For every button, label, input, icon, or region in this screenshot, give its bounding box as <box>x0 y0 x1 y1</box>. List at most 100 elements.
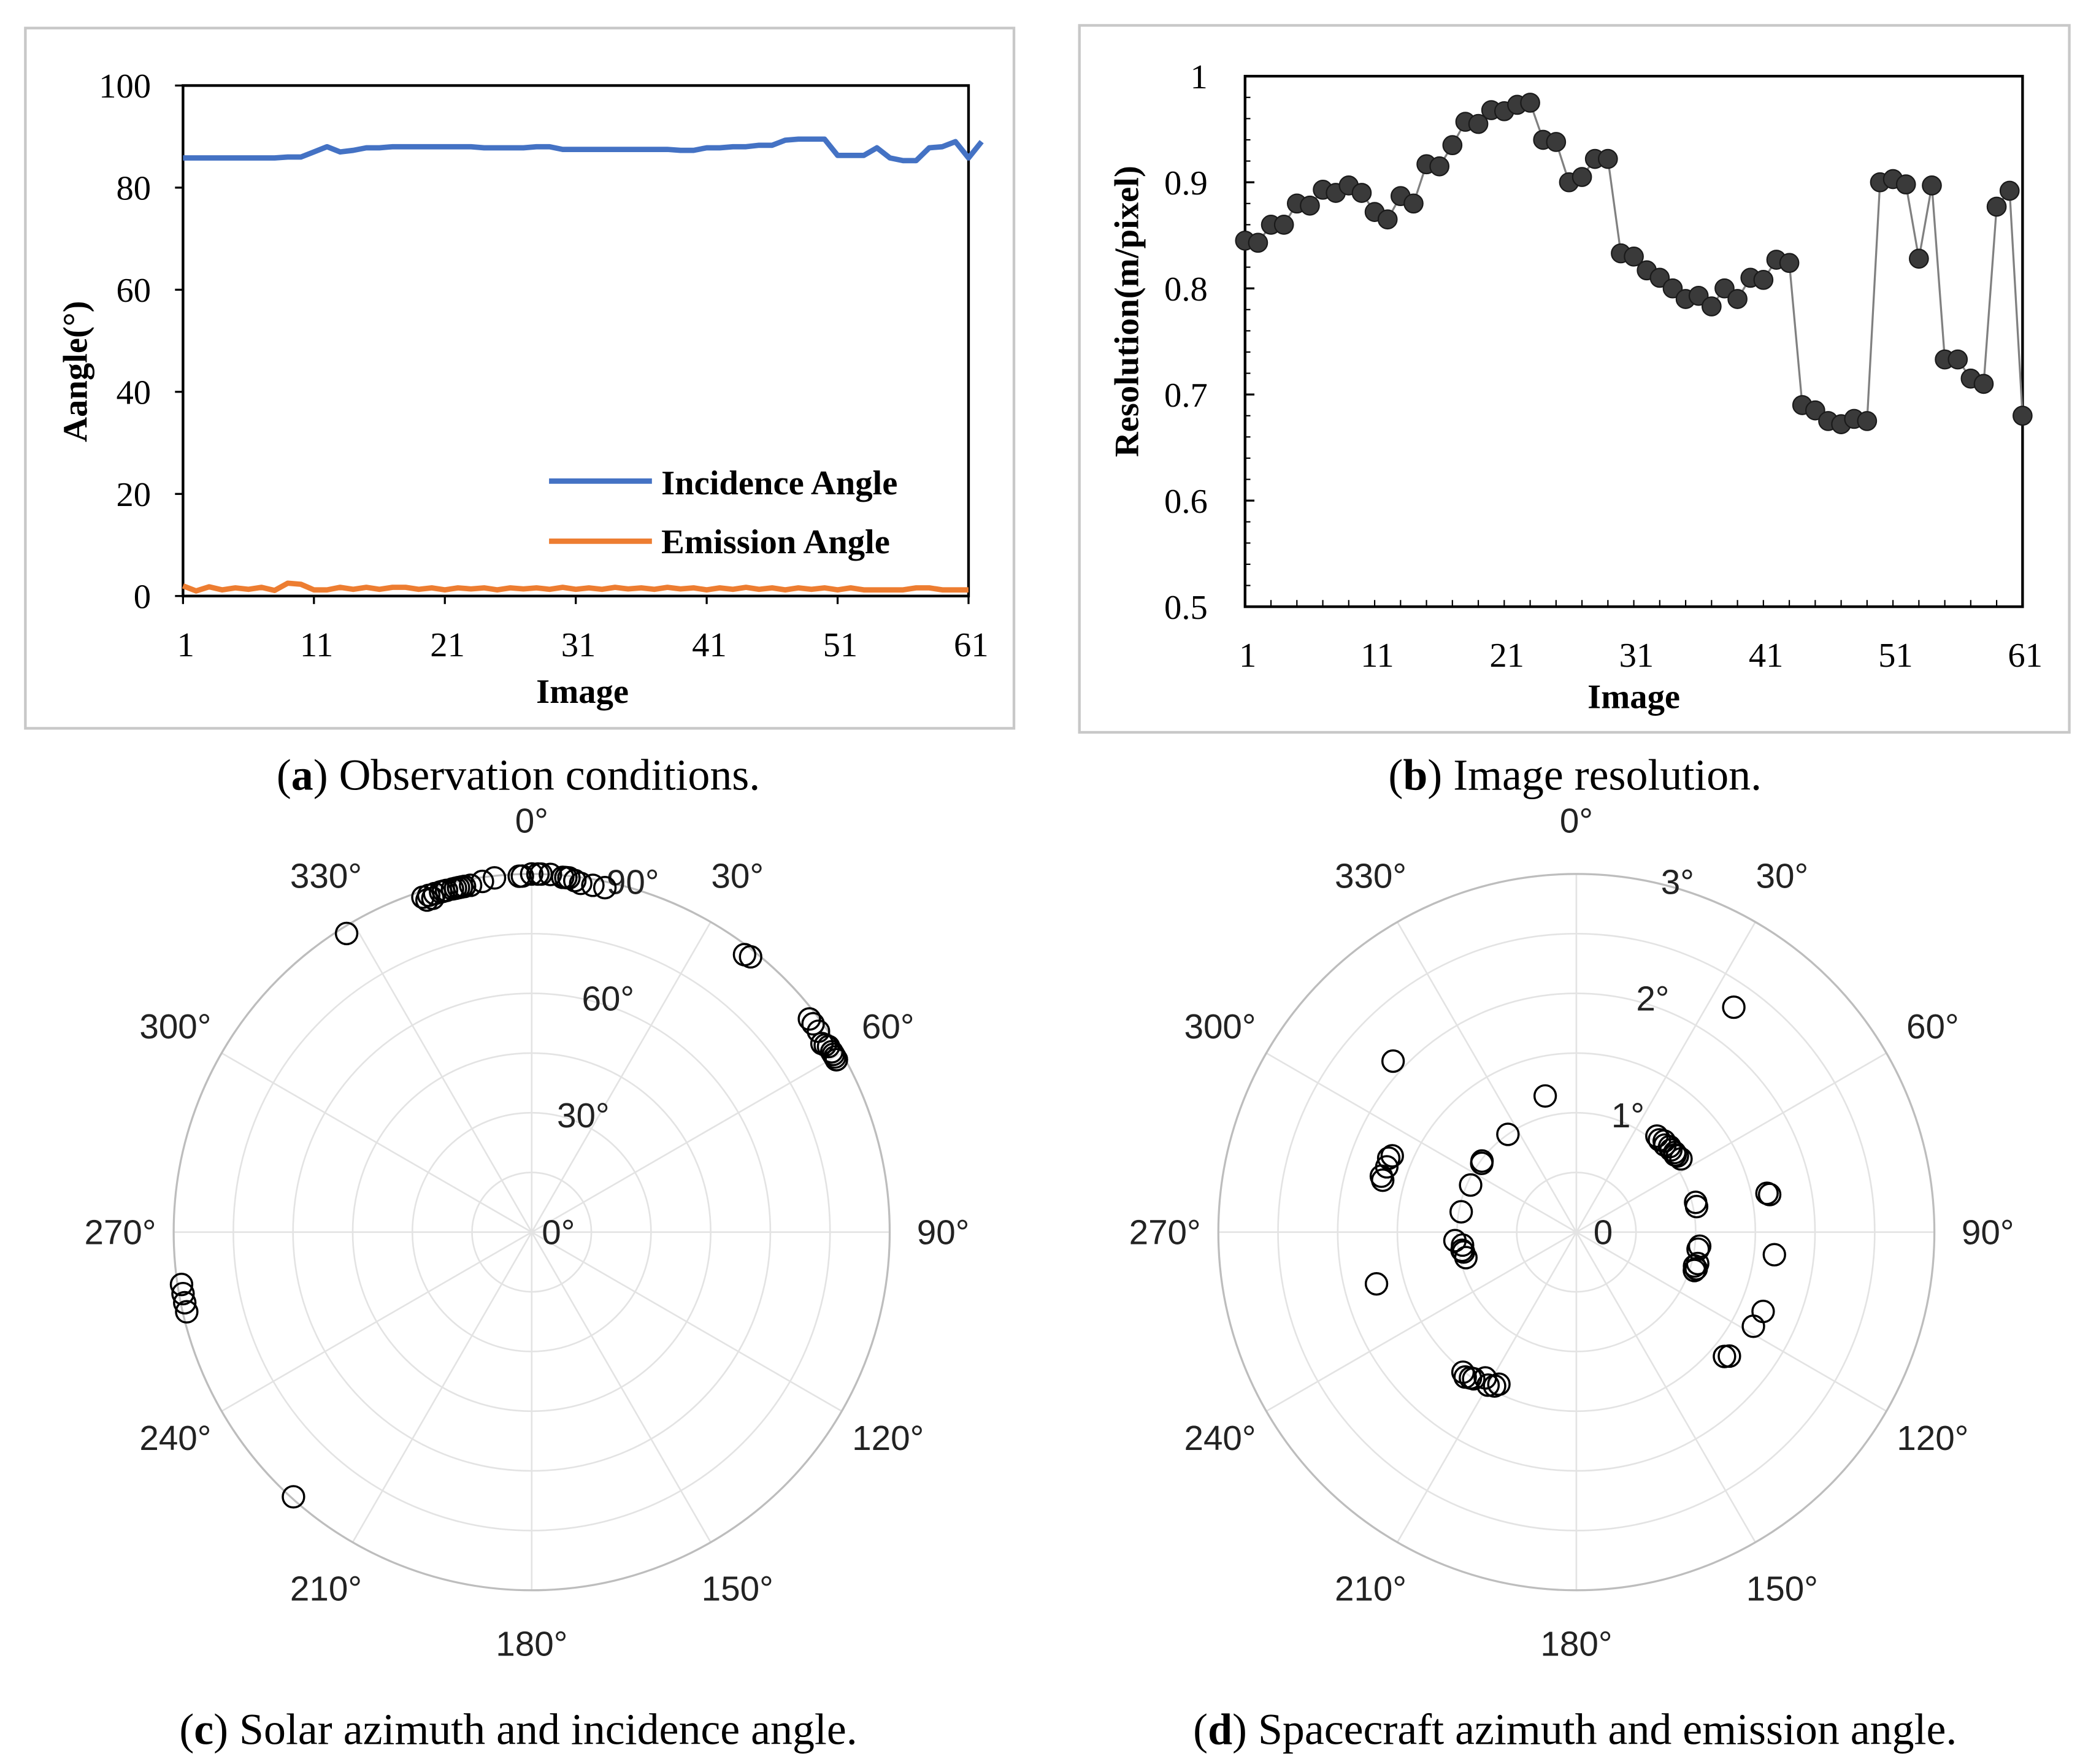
resolution-point <box>1727 289 1748 309</box>
panel-a-caption-text: Observation conditions. <box>339 751 761 800</box>
data-point <box>1741 1314 1765 1338</box>
panel-a-x-axis-label: Image <box>536 673 629 711</box>
data-point <box>1683 1259 1706 1283</box>
panel-c-solar-polar: 0° 30° 60° 90° 120° 150° 180° 210° 240° 270° 300° 3… <box>84 802 969 1663</box>
data-point <box>334 921 359 946</box>
panel-b-y-axis-label: Resolution(m/pixel) <box>1108 166 1146 457</box>
a-x-tick-label: 1 <box>177 626 194 664</box>
resolution-point <box>1649 267 1670 288</box>
panel-a-caption: (a) Observation conditions. <box>277 751 760 800</box>
b-x-tick-label: 1 <box>1239 637 1256 675</box>
data-point <box>581 873 605 897</box>
resolution-point <box>1701 296 1722 316</box>
resolution-point <box>1714 278 1735 299</box>
panel-b-plot-area <box>1243 75 2024 608</box>
data-point <box>1684 1194 1709 1219</box>
data-point <box>1381 1049 1405 1073</box>
polar-radius-label: 0 <box>1594 1213 1613 1252</box>
polar-radius-label: 3° <box>1661 863 1694 902</box>
data-point <box>1713 1344 1737 1368</box>
data-point <box>1487 1372 1511 1397</box>
polar-grid-ring <box>411 1111 652 1352</box>
data-point <box>1722 995 1746 1019</box>
resolution-point <box>1273 215 1294 235</box>
a-x-tick-label: 11 <box>300 626 334 664</box>
panel-a-caption-letter: a <box>291 751 313 800</box>
data-point <box>173 1290 197 1315</box>
resolution-point <box>1351 183 1372 203</box>
data-point <box>1496 1122 1520 1146</box>
panel-b-caption-text: Image resolution. <box>1453 751 1762 800</box>
b-x-tick-label: 21 <box>1489 637 1524 675</box>
resolution-point <box>1468 113 1489 134</box>
data-point <box>1470 1151 1494 1175</box>
b-y-tick-label: 0.9 <box>1164 164 1208 202</box>
polar-outer-ring <box>1217 873 1936 1592</box>
b-y-tick-label: 0.7 <box>1164 377 1208 415</box>
legend-label-incidence: Incidence Angle <box>661 464 897 502</box>
polar-angle-label: 150° <box>702 1570 773 1609</box>
data-point <box>482 866 507 890</box>
data-point <box>801 1012 825 1036</box>
panel-b-image-resolution: 0.50.60.70.80.91 1 11 21 31 41 51 61 Image Res… <box>1078 24 2071 734</box>
resolution-point <box>1377 209 1398 230</box>
panel-b-x-axis-label: Image <box>1587 678 1680 716</box>
resolution-point <box>1520 93 1540 113</box>
panel-c-caption: (c) Solar azimuth and incidence angle. <box>179 1705 857 1754</box>
resolution-point <box>1442 135 1463 155</box>
polar-grid-ring <box>1337 992 1816 1472</box>
data-point <box>1684 1257 1708 1281</box>
a-y-tick-label: 20 <box>116 476 151 514</box>
incidence-angle-line <box>183 136 984 164</box>
polar-angle-label: 180° <box>496 1625 567 1664</box>
data-point <box>821 1042 845 1067</box>
a-y-tick-label: 80 <box>116 170 151 208</box>
panel-d-spacecraft-polar: 0° 30° 60° 90° 120° 150° 180° 210° 240° 270° 300° 3… <box>1129 802 2014 1663</box>
panel-c-caption-text: Solar azimuth and incidence angle. <box>239 1705 858 1754</box>
polar-angle-label: 300° <box>1184 1008 1256 1046</box>
data-point <box>593 876 617 900</box>
polar-angle-label: 120° <box>852 1419 924 1458</box>
polar-angle-label: 90° <box>917 1213 970 1252</box>
data-point <box>539 862 562 886</box>
panel-a-y-axis-label: Aangle(°) <box>57 301 95 442</box>
b-x-tick-label: 41 <box>1749 637 1784 675</box>
polar-angle-label: 150° <box>1746 1570 1818 1609</box>
b-y-tick-label: 0.5 <box>1164 589 1208 627</box>
data-point <box>823 1045 847 1069</box>
panel-d-caption-letter: d <box>1208 1705 1232 1754</box>
data-point <box>415 888 439 912</box>
polar-angle-label: 60° <box>862 1008 915 1046</box>
polar-angle-label: 180° <box>1540 1625 1612 1664</box>
panel-a-plot-area <box>182 84 970 597</box>
polar-grid-ring <box>1516 1172 1637 1293</box>
polar-angle-label: 270° <box>84 1213 156 1252</box>
polar-grid-ring <box>1277 932 1876 1532</box>
data-point <box>824 1048 848 1072</box>
panel-c-caption-letter: c <box>194 1705 213 1754</box>
resolution-point <box>1624 246 1644 267</box>
data-point <box>1669 1147 1693 1171</box>
resolution-point <box>1986 196 2007 217</box>
polar-radius-label: 1° <box>1611 1097 1644 1135</box>
resolution-point <box>1973 374 1994 394</box>
polar-radius-label: 60° <box>581 980 634 1019</box>
polar-angle-label: 300° <box>139 1008 211 1046</box>
resolution-point <box>1909 248 1929 269</box>
polar-grid-ring <box>1396 1052 1757 1413</box>
data-point <box>1751 1299 1775 1324</box>
resolution-point <box>1779 253 1800 274</box>
polar-grid-ring <box>1456 1111 1697 1352</box>
a-x-tick-label: 61 <box>954 626 989 664</box>
data-point <box>282 1485 305 1509</box>
data-point <box>411 885 435 909</box>
data-point <box>1533 1084 1557 1108</box>
polar-angle-label: 270° <box>1129 1213 1201 1252</box>
polar-grid-ring <box>471 1172 593 1293</box>
legend-label-emission: Emission Angle <box>661 523 890 561</box>
b-y-tick-label: 1 <box>1191 58 1208 96</box>
polar-radius-label: 30° <box>557 1097 610 1135</box>
panel-a-frame <box>24 26 1016 730</box>
data-point <box>569 872 593 895</box>
